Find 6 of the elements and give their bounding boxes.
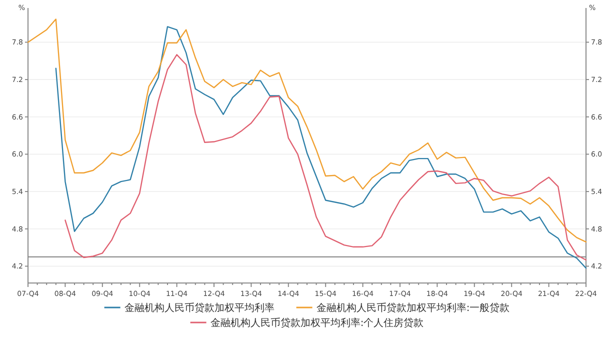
- line-series: [55, 26, 587, 269]
- legend-label: 金融机构人民币贷款加权平均利率:一般贷款: [316, 302, 510, 314]
- line-series: [27, 18, 587, 243]
- legend-label: 金融机构人民币贷款加权平均利率:个人住房贷款: [210, 317, 424, 329]
- legend-label: 金融机构人民币贷款加权平均利率: [124, 302, 274, 314]
- line-series: [64, 54, 587, 261]
